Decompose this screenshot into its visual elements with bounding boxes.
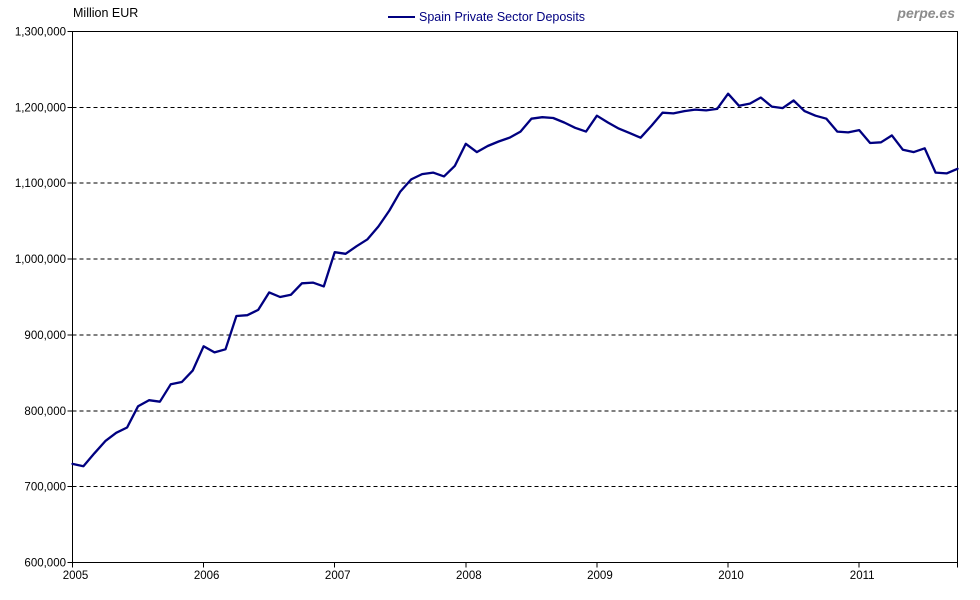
- x-axis-label: 2005: [63, 570, 89, 582]
- legend: Spain Private Sector Deposits: [388, 10, 585, 24]
- x-axis-label: 2006: [194, 570, 220, 582]
- y-axis-label: 1,200,000: [15, 102, 66, 114]
- plot-border: [72, 31, 958, 563]
- x-axis-label: 2010: [718, 570, 744, 582]
- legend-line-swatch: [388, 16, 415, 18]
- y-axis-label: 1,300,000: [15, 27, 66, 39]
- y-axis-label: 900,000: [24, 330, 66, 342]
- x-axis-label: 2011: [850, 570, 875, 582]
- y-axis-label: 1,100,000: [15, 178, 66, 190]
- x-axis-label: 2008: [456, 570, 482, 582]
- deposits-line-series: [71, 92, 959, 468]
- y-axis-unit-title: Million EUR: [73, 6, 139, 20]
- y-axis-label: 800,000: [24, 406, 66, 418]
- watermark-text: perpe.es: [897, 5, 955, 21]
- y-axis-label: 1,000,000: [15, 254, 66, 266]
- y-axis-label: 700,000: [24, 482, 66, 494]
- legend-series-label: Spain Private Sector Deposits: [419, 10, 586, 24]
- x-axis-label: 2007: [325, 570, 351, 582]
- x-axis-label: 2009: [587, 570, 613, 582]
- y-axis-label: 600,000: [24, 558, 66, 570]
